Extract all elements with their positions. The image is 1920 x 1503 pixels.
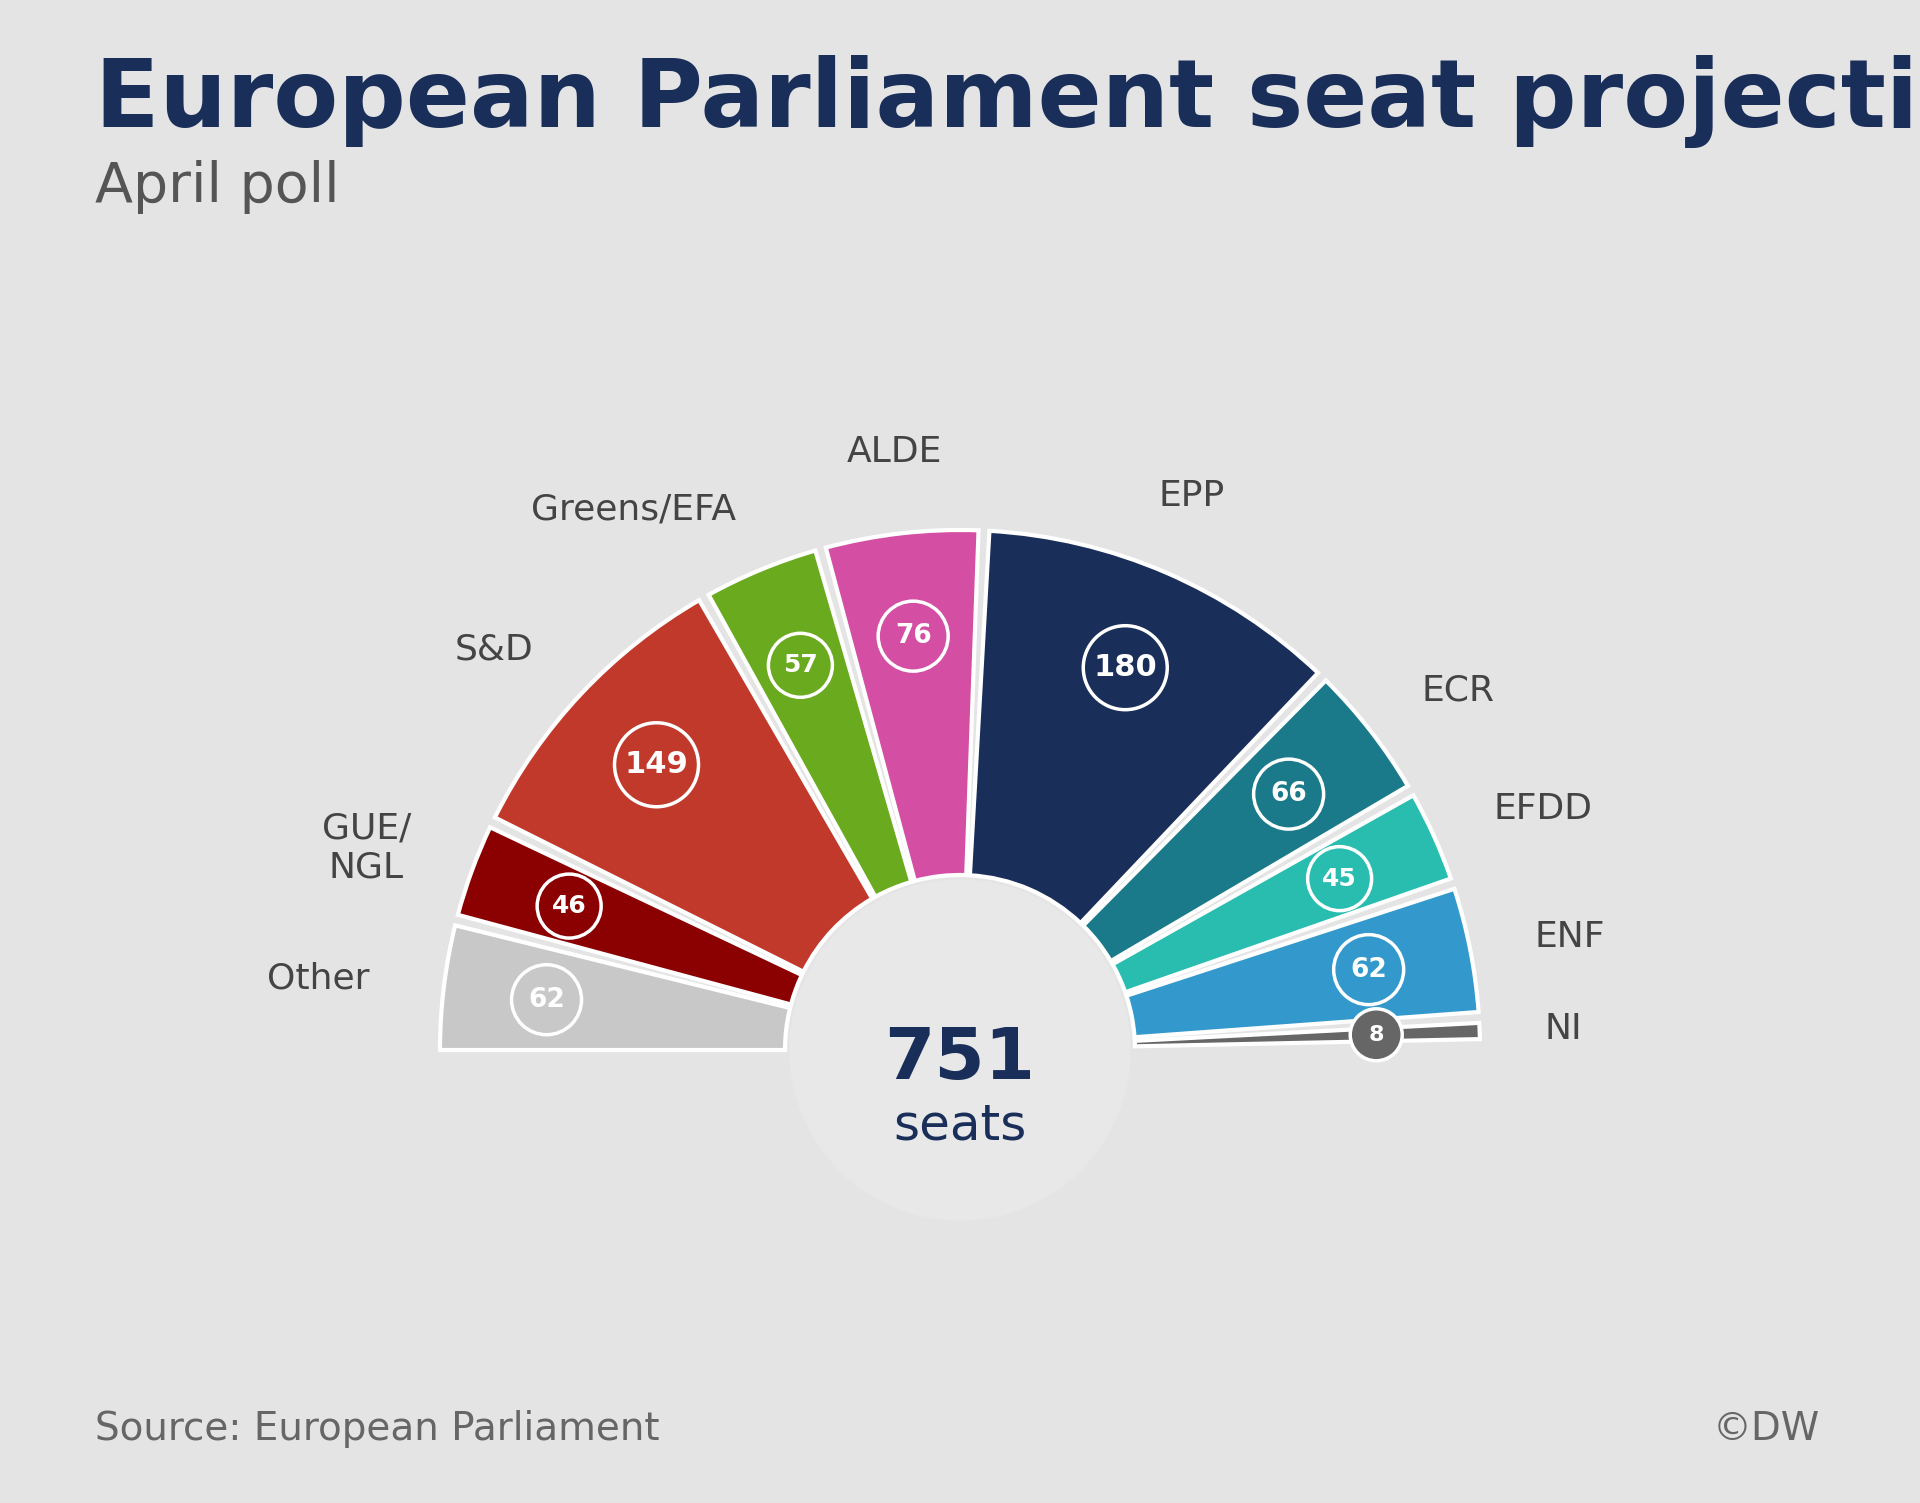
Text: 76: 76 <box>895 624 931 649</box>
Text: 62: 62 <box>1350 956 1386 983</box>
Text: S&D: S&D <box>455 633 534 666</box>
Text: Other: Other <box>267 960 369 995</box>
Text: 66: 66 <box>1271 782 1308 807</box>
Circle shape <box>1083 625 1167 709</box>
Text: ECR: ECR <box>1421 673 1494 708</box>
Text: 8: 8 <box>1369 1025 1384 1045</box>
Wedge shape <box>826 531 979 881</box>
Circle shape <box>1350 1009 1402 1061</box>
Wedge shape <box>970 531 1317 923</box>
Wedge shape <box>457 827 803 1004</box>
Text: Greens/EFA: Greens/EFA <box>530 493 735 526</box>
Text: EPP: EPP <box>1160 479 1225 513</box>
Text: seats: seats <box>893 1102 1027 1148</box>
Circle shape <box>1308 846 1371 911</box>
Circle shape <box>768 633 833 697</box>
Text: Source: European Parliament: Source: European Parliament <box>94 1410 659 1447</box>
Text: ©DW: ©DW <box>1713 1410 1820 1447</box>
Text: 180: 180 <box>1092 654 1158 682</box>
Wedge shape <box>495 600 872 972</box>
Text: April poll: April poll <box>94 159 340 213</box>
Text: 751: 751 <box>885 1025 1035 1094</box>
Text: NI: NI <box>1544 1012 1582 1046</box>
Circle shape <box>1334 935 1404 1004</box>
Wedge shape <box>1127 888 1478 1037</box>
Text: ENF: ENF <box>1534 920 1605 954</box>
Circle shape <box>1254 759 1323 830</box>
Wedge shape <box>440 926 791 1051</box>
Circle shape <box>538 875 601 938</box>
Wedge shape <box>1112 795 1452 992</box>
Wedge shape <box>1083 681 1407 960</box>
Text: 57: 57 <box>783 654 818 678</box>
Text: GUE/
NGL: GUE/ NGL <box>323 812 411 885</box>
Text: 62: 62 <box>528 986 564 1013</box>
Circle shape <box>614 723 699 807</box>
Text: 46: 46 <box>551 894 586 918</box>
Wedge shape <box>1135 1024 1480 1046</box>
Text: European Parliament seat projection: European Parliament seat projection <box>94 56 1920 147</box>
Text: 45: 45 <box>1323 867 1357 891</box>
Text: 149: 149 <box>624 750 689 779</box>
Text: EFDD: EFDD <box>1494 792 1592 827</box>
Text: ALDE: ALDE <box>847 434 943 469</box>
Circle shape <box>877 601 948 672</box>
Circle shape <box>511 965 582 1034</box>
Wedge shape <box>708 550 912 897</box>
Circle shape <box>789 879 1131 1220</box>
